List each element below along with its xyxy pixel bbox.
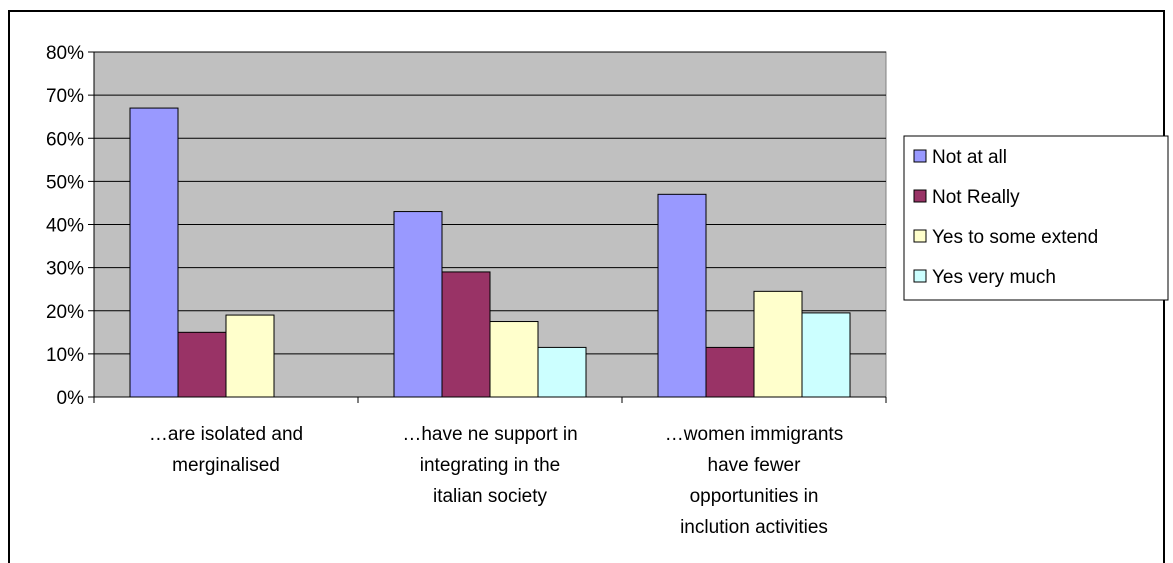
y-tick-label: 10% [46,345,84,366]
legend-swatch [913,189,927,203]
y-tick-label: 70% [46,86,84,107]
legend [903,135,1169,301]
bar [177,331,227,398]
legend-label: Not at all [932,147,1007,168]
y-tick-label: 0% [57,388,85,409]
legend-label: Yes to some extend [932,227,1098,248]
category-label: integrating in the [420,455,561,476]
bar [801,312,851,398]
bar [225,314,275,398]
legend-swatch [913,229,927,243]
bar [657,193,707,398]
category-label: opportunities in [690,486,819,507]
legend-swatch [913,149,927,163]
legend-label: Not Really [932,187,1020,208]
legend-label: Yes very much [932,267,1056,288]
y-tick-label: 80% [46,43,84,64]
y-tick-label: 20% [46,302,84,323]
bar [753,290,803,398]
category-label: …are isolated and [149,424,303,445]
bar [441,271,491,398]
bar [705,346,755,398]
category-label: …women immigrants [665,424,843,445]
category-label: merginalised [172,455,280,476]
bar [129,107,179,398]
category-label: inclution activities [680,517,828,538]
y-tick-label: 50% [46,172,84,193]
bar [489,321,539,398]
category-label: italian society [433,486,548,507]
y-tick-label: 60% [46,129,84,150]
legend-swatch [913,269,927,283]
category-label: …have ne support in [402,424,577,445]
category-label: have fewer [708,455,802,476]
bar [393,211,443,398]
y-tick-label: 30% [46,259,84,280]
bar [537,346,587,398]
y-tick-label: 40% [46,216,84,237]
